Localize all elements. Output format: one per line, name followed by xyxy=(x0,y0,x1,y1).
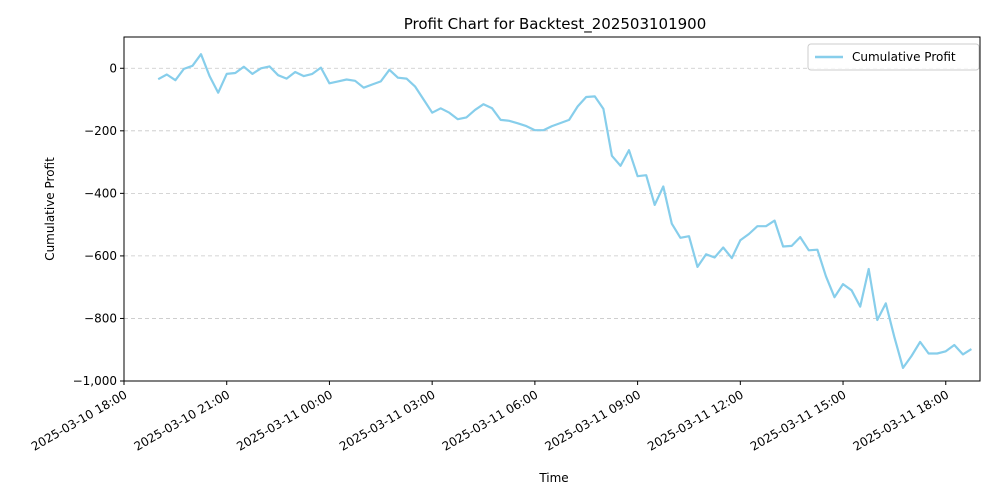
y-tick-label: 0 xyxy=(109,61,117,75)
y-axis-ticks: 0 −200 −400 −600 −800 −1,000 xyxy=(73,61,124,388)
legend-label: Cumulative Profit xyxy=(852,50,956,64)
y-tick-label: −800 xyxy=(84,311,117,325)
y-tick-label: −200 xyxy=(84,124,117,138)
x-axis-label: Time xyxy=(538,471,568,485)
y-tick-label: −400 xyxy=(84,186,117,200)
y-tick-label: −1,000 xyxy=(73,374,117,388)
y-tick-label: −600 xyxy=(84,249,117,263)
y-axis-label: Cumulative Profit xyxy=(43,157,57,261)
series-layer xyxy=(157,53,972,369)
legend: Cumulative Profit xyxy=(807,43,980,71)
axes-frame xyxy=(123,36,981,382)
cumulative-profit-line xyxy=(157,53,972,369)
chart-title: Profit Chart for Backtest_202503101900 xyxy=(404,15,707,34)
legend-box xyxy=(807,43,980,71)
